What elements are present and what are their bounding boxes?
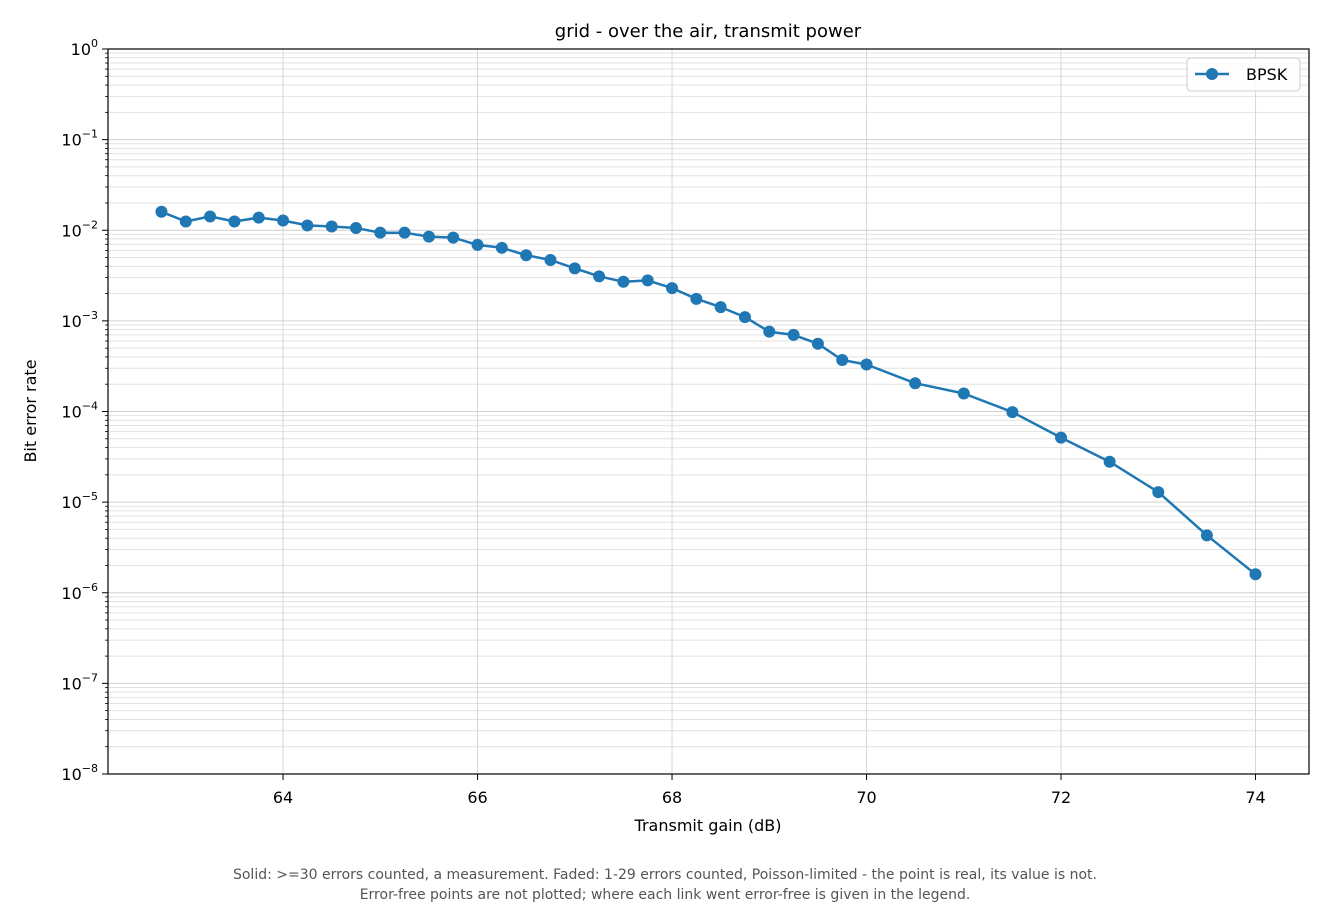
x-tick-label: 68 — [662, 788, 682, 807]
data-point — [666, 282, 679, 295]
y-tick-label: 10−5 — [61, 490, 98, 512]
data-point — [374, 226, 387, 239]
caption-line-1: Solid: >=30 errors counted, a measuremen… — [232, 867, 1097, 883]
data-point — [155, 205, 168, 218]
data-point — [1055, 431, 1068, 444]
data-point — [301, 219, 314, 232]
data-point — [544, 253, 557, 266]
data-point — [690, 292, 703, 305]
data-point — [495, 241, 508, 254]
data-point — [738, 311, 751, 324]
caption-line-2: Error-free points are not plotted; where… — [359, 887, 971, 903]
data-point — [277, 214, 290, 227]
data-point — [763, 325, 776, 338]
data-point — [568, 262, 581, 275]
legend-label-bpsk: BPSK — [1246, 65, 1288, 84]
x-tick-label: 74 — [1245, 788, 1265, 807]
ber-chart: 10−8 10−7 10−6 10−5 10−4 10−3 10−2 10−1 100 64 66 6… — [21, 21, 1310, 835]
y-tick-label: 10−7 — [61, 671, 98, 693]
data-point — [349, 221, 362, 234]
data-point — [811, 337, 824, 350]
data-point — [1249, 568, 1262, 581]
y-tick-label: 10−3 — [61, 309, 98, 331]
grid-lines — [108, 48, 1309, 775]
data-point — [1103, 455, 1116, 468]
data-point — [228, 215, 241, 228]
y-tick-label: 10−2 — [61, 218, 98, 240]
chart-title: grid - over the air, transmit power — [555, 21, 862, 42]
data-point — [325, 220, 338, 233]
data-point — [1006, 406, 1019, 419]
y-tick-label: 10−1 — [61, 128, 98, 150]
series-layer — [155, 205, 1262, 581]
data-point — [909, 377, 922, 390]
data-point — [593, 270, 606, 283]
data-point — [520, 249, 533, 262]
data-point — [957, 387, 970, 400]
data-point — [204, 210, 217, 223]
data-point — [787, 328, 800, 341]
axis-ticks: 10−8 10−7 10−6 10−5 10−4 10−3 10−2 10−1 100 64 66 6… — [61, 37, 1265, 807]
data-point — [179, 215, 192, 228]
data-point — [1200, 529, 1213, 542]
data-point — [617, 275, 630, 288]
y-tick-label: 10−8 — [61, 762, 98, 784]
x-tick-label: 72 — [1051, 788, 1071, 807]
data-point — [714, 301, 727, 314]
y-tick-label: 10−6 — [61, 581, 98, 603]
data-point — [860, 358, 873, 371]
x-tick-label: 66 — [467, 788, 487, 807]
data-point — [471, 238, 484, 251]
y-axis-label: Bit error rate — [21, 359, 40, 462]
x-tick-label: 70 — [856, 788, 876, 807]
data-point — [252, 211, 265, 224]
data-point — [447, 231, 460, 244]
y-tick-label: 10−4 — [61, 400, 98, 422]
y-tick-label: 100 — [71, 37, 98, 59]
data-point — [1152, 486, 1165, 499]
legend-box — [1186, 57, 1301, 92]
data-point — [422, 230, 435, 243]
x-tick-label: 64 — [273, 788, 293, 807]
data-point — [641, 274, 654, 287]
legend: BPSK — [1186, 57, 1301, 92]
data-point — [836, 354, 849, 367]
x-axis-label: Transmit gain (dB) — [634, 816, 782, 835]
legend-marker-bpsk — [1206, 68, 1218, 80]
data-point — [398, 226, 411, 239]
